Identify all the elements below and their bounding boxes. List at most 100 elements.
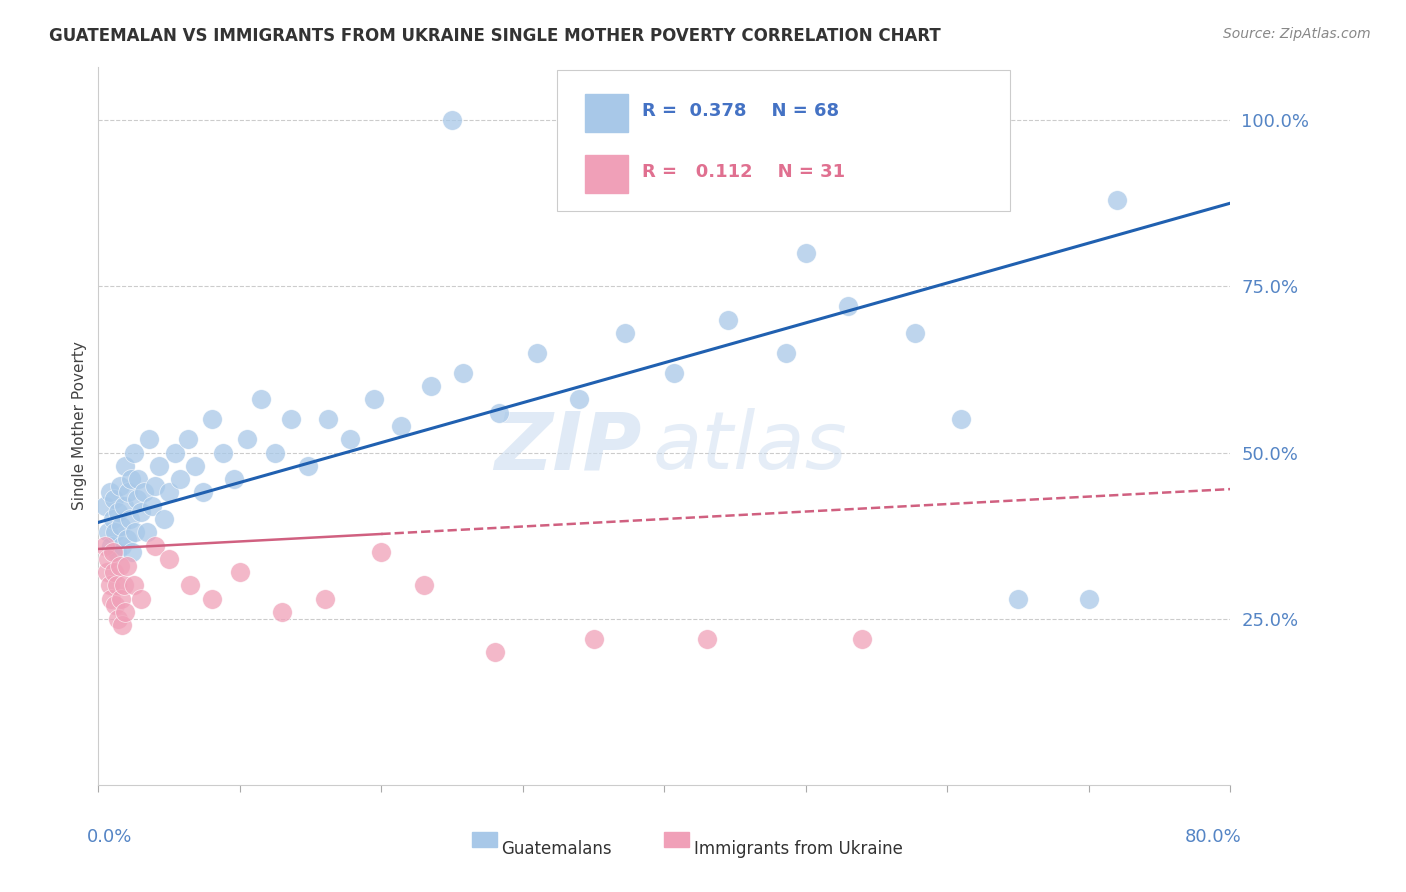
Bar [472,831,496,847]
Guatemalans [176,432,198,446]
Guatemalans [488,406,510,420]
Guatemalans [125,491,148,506]
Guatemalans [135,525,157,540]
Guatemalans [121,545,143,559]
Immigrants from Ukraine [696,632,718,646]
Immigrants from Ukraine [129,591,152,606]
Immigrants from Ukraine [108,558,131,573]
Guatemalans [419,379,441,393]
Text: R =  0.378    N = 68: R = 0.378 N = 68 [641,103,839,120]
Text: Guatemalans: Guatemalans [502,839,612,857]
Immigrants from Ukraine [179,578,201,592]
Immigrants from Ukraine [107,612,129,626]
Guatemalans [97,525,120,540]
Text: 80.0%: 80.0% [1185,828,1241,846]
Immigrants from Ukraine [94,539,117,553]
Immigrants from Ukraine [110,591,132,606]
Guatemalans [250,392,273,407]
Immigrants from Ukraine [229,565,252,579]
Bar [585,155,628,193]
Guatemalans [120,472,142,486]
Guatemalans [100,539,122,553]
Guatemalans [682,113,704,128]
Guatemalans [339,432,361,446]
Immigrants from Ukraine [100,591,122,606]
Guatemalans [568,113,591,128]
Guatemalans [103,491,125,506]
Guatemalans [613,326,636,340]
Guatemalans [111,539,134,553]
Guatemalans [453,366,475,380]
Immigrants from Ukraine [114,605,136,619]
Immigrants from Ukraine [157,552,180,566]
Immigrants from Ukraine [97,552,120,566]
Bar [585,95,628,131]
Immigrants from Ukraine [484,645,506,659]
Immigrants from Ukraine [103,565,125,579]
Immigrants from Ukraine [271,605,294,619]
Guatemalans [1007,591,1029,606]
Bar [665,831,689,847]
Guatemalans [717,312,740,326]
Guatemalans [363,392,385,407]
Immigrants from Ukraine [851,632,873,646]
Immigrants from Ukraine [98,578,121,592]
Guatemalans [152,512,174,526]
Guatemalans [108,479,131,493]
Guatemalans [526,346,548,360]
Text: ZIP: ZIP [495,409,641,486]
Immigrants from Ukraine [370,545,392,559]
Guatemalans [143,479,166,493]
Guatemalans [157,485,180,500]
Immigrants from Ukraine [105,578,128,592]
Guatemalans [389,419,412,434]
Text: Immigrants from Ukraine: Immigrants from Ukraine [693,839,903,857]
Guatemalans [112,499,135,513]
Guatemalans [837,299,859,313]
Guatemalans [141,499,163,513]
Guatemalans [110,518,132,533]
Text: atlas: atlas [652,409,848,486]
FancyBboxPatch shape [557,70,1010,211]
Guatemalans [297,458,319,473]
Text: GUATEMALAN VS IMMIGRANTS FROM UKRAINE SINGLE MOTHER POVERTY CORRELATION CHART: GUATEMALAN VS IMMIGRANTS FROM UKRAINE SI… [49,27,941,45]
Guatemalans [117,485,139,500]
Guatemalans [441,113,464,128]
Guatemalans [904,326,927,340]
Guatemalans [1077,591,1099,606]
Guatemalans [212,445,235,459]
Guatemalans [122,445,145,459]
Guatemalans [107,505,129,519]
Guatemalans [114,458,136,473]
Immigrants from Ukraine [412,578,434,592]
Guatemalans [950,412,973,426]
Guatemalans [183,458,205,473]
Guatemalans [105,545,128,559]
Guatemalans [201,412,224,426]
Guatemalans [118,512,141,526]
Guatemalans [94,499,117,513]
Guatemalans [169,472,191,486]
Immigrants from Ukraine [314,591,336,606]
Guatemalans [568,392,591,407]
Guatemalans [98,485,121,500]
Guatemalans [138,432,160,446]
Immigrants from Ukraine [143,539,166,553]
Guatemalans [191,485,214,500]
Guatemalans [1107,193,1129,207]
Y-axis label: Single Mother Poverty: Single Mother Poverty [72,342,87,510]
Immigrants from Ukraine [104,599,127,613]
Guatemalans [775,346,797,360]
Guatemalans [148,458,170,473]
Guatemalans [127,472,149,486]
Immigrants from Ukraine [582,632,605,646]
Guatemalans [104,525,127,540]
Text: Source: ZipAtlas.com: Source: ZipAtlas.com [1223,27,1371,41]
Guatemalans [163,445,186,459]
Guatemalans [794,246,817,260]
Text: R =   0.112    N = 31: R = 0.112 N = 31 [641,163,845,181]
Guatemalans [115,532,138,546]
Immigrants from Ukraine [122,578,145,592]
Guatemalans [316,412,339,426]
Guatemalans [236,432,259,446]
